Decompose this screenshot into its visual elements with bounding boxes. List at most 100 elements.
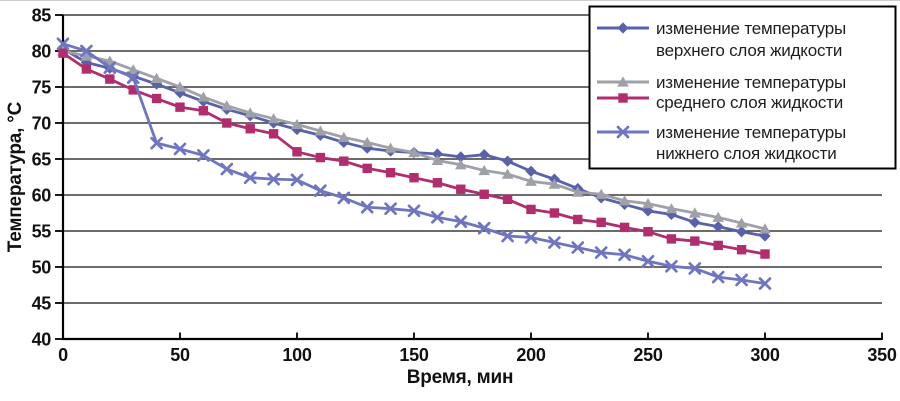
series-marker-2 (362, 163, 372, 174)
series-marker-1 (150, 72, 163, 83)
series-marker-1 (501, 168, 514, 179)
legend-box (588, 5, 897, 170)
series-marker-3 (243, 171, 257, 185)
series-marker-3 (594, 246, 608, 259)
series-marker-1 (361, 136, 373, 148)
series-marker-1 (408, 146, 420, 158)
series-marker-3 (571, 241, 585, 254)
legend-marker (618, 93, 628, 103)
legend-label-line2: среднего слоя жидкости (656, 93, 843, 112)
x-tick-label: 300 (750, 345, 779, 365)
series-marker-1 (174, 81, 186, 92)
series-marker-1 (618, 195, 631, 206)
series-marker-1 (431, 154, 444, 166)
series-marker-1 (267, 113, 280, 124)
y-tick-label: 60 (32, 186, 52, 206)
series-marker-3 (618, 248, 631, 262)
series-marker-3 (80, 44, 93, 58)
series-marker-3 (267, 172, 280, 186)
series-marker-3 (360, 200, 374, 214)
series-marker-0 (431, 148, 443, 160)
series-marker-3 (384, 202, 397, 216)
y-tick-label: 70 (32, 114, 52, 134)
series-marker-2 (198, 106, 209, 116)
series-marker-1 (221, 100, 233, 111)
series-marker-2 (526, 204, 536, 215)
series-marker-1 (197, 91, 210, 102)
x-tick-label: 0 (58, 345, 68, 365)
series-marker-3 (711, 270, 725, 284)
series-marker-2 (596, 217, 606, 228)
x-tick-label: 350 (867, 345, 896, 365)
legend-label-line1: изменение температуры (656, 123, 846, 142)
series-marker-2 (502, 194, 513, 205)
y-tick-label: 45 (32, 294, 52, 314)
series-marker-1 (478, 164, 490, 176)
series-marker-2 (666, 234, 677, 244)
legend-marker (616, 125, 630, 139)
legend-label-line2: нижнего слоя жидкости (656, 144, 837, 163)
series-marker-2 (549, 208, 560, 218)
y-tick-label: 75 (32, 78, 52, 98)
series-marker-1 (291, 118, 303, 130)
x-tick-label: 200 (516, 345, 545, 365)
series-marker-3 (290, 173, 304, 187)
series-marker-1 (525, 175, 537, 186)
series-marker-2 (573, 214, 583, 225)
legend-marker (617, 76, 629, 87)
series-marker-2 (58, 48, 68, 58)
series-marker-0 (712, 221, 724, 233)
series-marker-3 (641, 254, 655, 268)
series-marker-2 (151, 93, 162, 104)
series-marker-3 (501, 229, 514, 243)
series-marker-1 (712, 211, 724, 222)
series-marker-1 (595, 188, 607, 199)
y-tick-label: 50 (32, 258, 52, 278)
series-marker-0 (502, 155, 514, 167)
series-marker-3 (314, 184, 327, 198)
series-marker-2 (456, 184, 466, 194)
y-tick-label: 85 (32, 6, 52, 26)
series-marker-1 (572, 186, 584, 197)
x-tick-label: 250 (633, 345, 662, 365)
series-marker-1 (314, 125, 327, 136)
series-marker-1 (759, 223, 771, 234)
series-marker-3 (220, 162, 234, 176)
series-marker-2 (643, 227, 653, 237)
series-marker-3 (524, 231, 538, 244)
series-marker-3 (688, 262, 702, 275)
series-marker-1 (689, 207, 701, 218)
series-marker-3 (150, 136, 163, 150)
series-marker-2 (222, 118, 232, 128)
series-marker-1 (735, 217, 748, 228)
series-marker-3 (173, 142, 187, 156)
series-marker-3 (758, 277, 772, 290)
series-marker-2 (292, 147, 302, 157)
series-marker-2 (175, 102, 185, 112)
series-marker-3 (548, 236, 561, 249)
series-marker-3 (477, 221, 491, 235)
series-marker-1 (384, 142, 397, 153)
series-marker-2 (105, 74, 115, 84)
series-marker-2 (81, 64, 92, 74)
x-axis-title: Время, мин (406, 367, 514, 388)
series-marker-2 (245, 124, 255, 134)
series-marker-2 (432, 178, 443, 188)
series-marker-3 (56, 37, 70, 51)
series-marker-3 (454, 215, 468, 228)
y-tick-label: 40 (32, 330, 52, 350)
series-marker-2 (128, 85, 138, 95)
series-marker-2 (339, 156, 349, 166)
x-tick-label: 50 (170, 345, 190, 365)
series-marker-1 (127, 64, 139, 75)
series-marker-3 (665, 259, 678, 273)
series-marker-1 (548, 178, 561, 189)
y-tick-label: 55 (32, 222, 52, 242)
series-marker-3 (103, 61, 117, 74)
series-marker-3 (197, 149, 210, 162)
series-marker-1 (338, 131, 350, 142)
legend-label-line1: изменение температуры (656, 19, 846, 38)
series-marker-2 (760, 249, 770, 259)
series-marker-1 (244, 107, 256, 118)
